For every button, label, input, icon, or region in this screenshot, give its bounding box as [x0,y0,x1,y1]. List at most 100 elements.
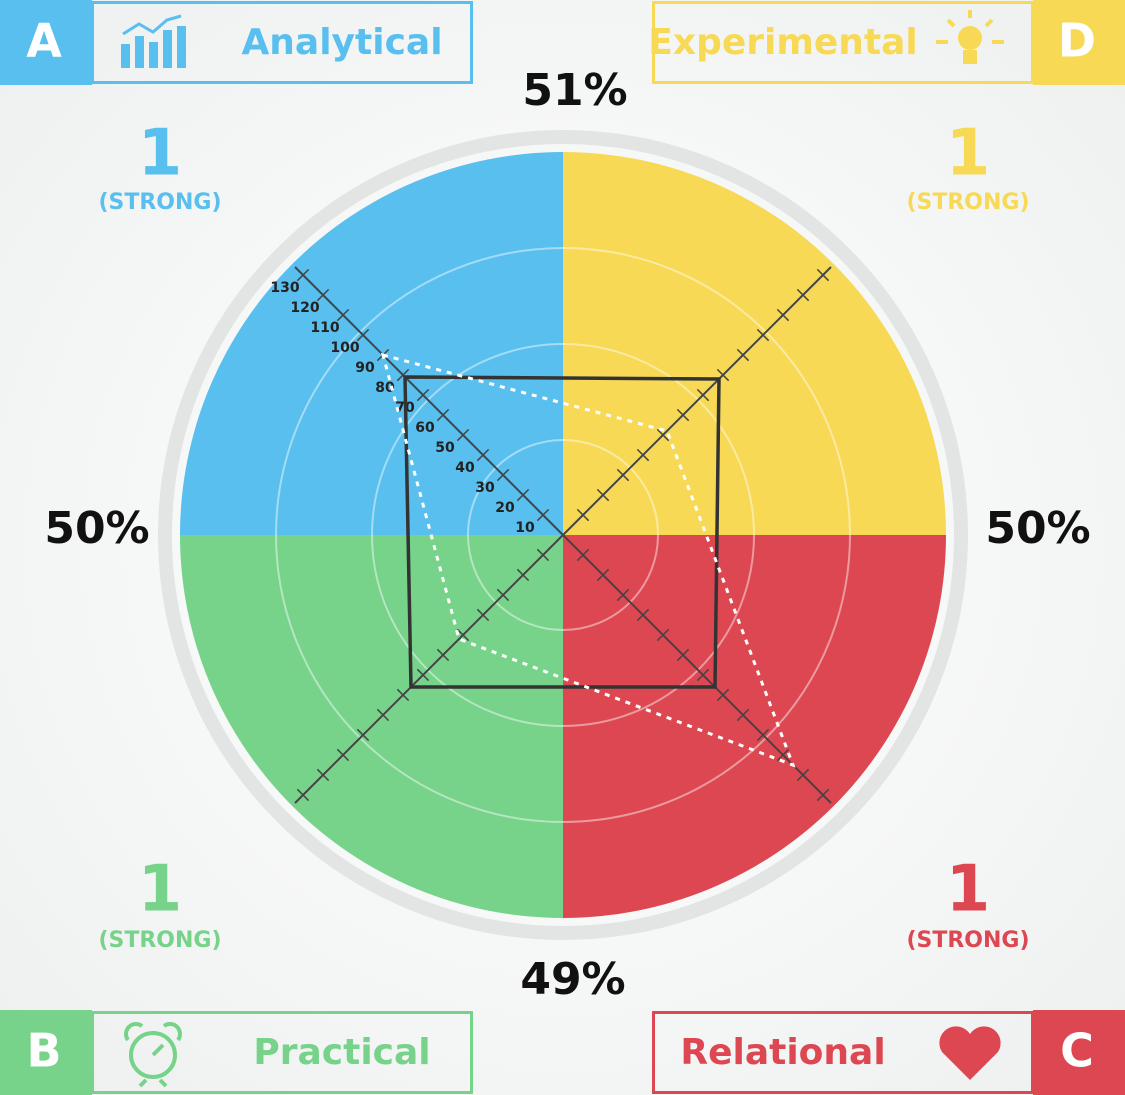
axis-line [294,534,564,804]
tick-label: 120 [290,300,319,316]
letter-box [1033,0,1125,85]
tick-mark [296,268,310,282]
tick-label: 110 [310,320,339,336]
tick-mark [536,508,550,522]
tick-label: 90 [355,360,375,376]
tick-mark [296,788,310,802]
style-name: Analytical [241,22,442,63]
strength: (STRONG) [906,928,1029,953]
tick-label: 10 [515,520,535,536]
name-box [91,1011,473,1094]
tick-mark [816,268,830,282]
strength: (STRONG) [98,190,221,215]
tick-mark [376,708,390,722]
letter-box [0,0,92,85]
tick-mark [636,448,650,462]
percentage-bottom: 49% [520,954,625,1005]
tick-mark [596,568,610,582]
tick-mark [596,488,610,502]
percentage-top: 51% [522,65,627,116]
percentage-left: 50% [44,503,149,554]
series-outline [403,375,721,689]
tick-label: 100 [330,340,359,356]
tick-mark [616,468,630,482]
icon-clock [124,1022,182,1088]
tick-mark [456,428,470,442]
tick-mark [416,668,430,682]
letter-box [1033,1010,1125,1095]
style-name: Relational [680,1032,885,1073]
letter: C [1060,1024,1094,1078]
tick-label: 50 [435,440,455,456]
tick-mark [336,308,350,322]
tick-mark [496,468,510,482]
tick-mark [436,648,450,662]
tick-mark [536,548,550,562]
score: 1 [946,853,991,927]
tick-mark [336,748,350,762]
tick-mark [796,768,810,782]
tick-mark [756,728,770,742]
rings [275,247,851,823]
letter: D [1058,14,1096,68]
tick-mark [656,428,670,442]
tick-mark [396,368,410,382]
tick-mark [516,568,530,582]
outer-ring [158,130,968,940]
tick-mark [716,368,730,382]
letter-box [0,1010,92,1095]
tick-mark [356,728,370,742]
tick-mark [616,588,630,602]
tick-mark [516,488,530,502]
tick-label: 20 [495,500,515,516]
axis-line [562,534,832,804]
tick-mark [576,508,590,522]
tick-mark [776,308,790,322]
tick-mark [676,648,690,662]
icon-heart [939,1026,1001,1080]
style-name: Practical [253,1032,430,1073]
icon-bulb [936,10,1004,64]
tick-mark [756,328,770,342]
tick-label: 40 [455,460,475,476]
tick-mark [436,408,450,422]
tick-mark [476,608,490,622]
series-outline [380,352,796,768]
name-box [91,1,473,84]
tick-mark [316,768,330,782]
tick-mark [656,628,670,642]
tick-mark [736,708,750,722]
tick-mark [316,288,330,302]
icon-chart [121,14,186,68]
tick-mark [396,688,410,702]
axis-line [294,266,564,536]
tick-mark [496,588,510,602]
score: 1 [138,853,183,927]
tick-mark [476,448,490,462]
tick-label: 80 [375,380,395,396]
tick-mark [356,328,370,342]
tick-mark [776,748,790,762]
tick-mark [816,788,830,802]
strength: (STRONG) [906,190,1029,215]
tick-label: 30 [475,480,495,496]
tick-label: 130 [270,280,299,296]
tick-mark [796,288,810,302]
tick-mark [696,668,710,682]
score: 1 [946,117,991,191]
name-box [652,1,1034,84]
tick-mark [676,408,690,422]
tick-mark [456,628,470,642]
tick-mark [696,388,710,402]
tick-label: 60 [415,420,435,436]
name-box [652,1011,1034,1094]
letter: B [26,1024,61,1078]
tick-mark [736,348,750,362]
axis-line [562,266,832,536]
score: 1 [138,117,183,191]
letter: A [26,14,62,68]
tick-mark [576,548,590,562]
tick-mark [416,388,430,402]
percentage-right: 50% [985,503,1090,554]
